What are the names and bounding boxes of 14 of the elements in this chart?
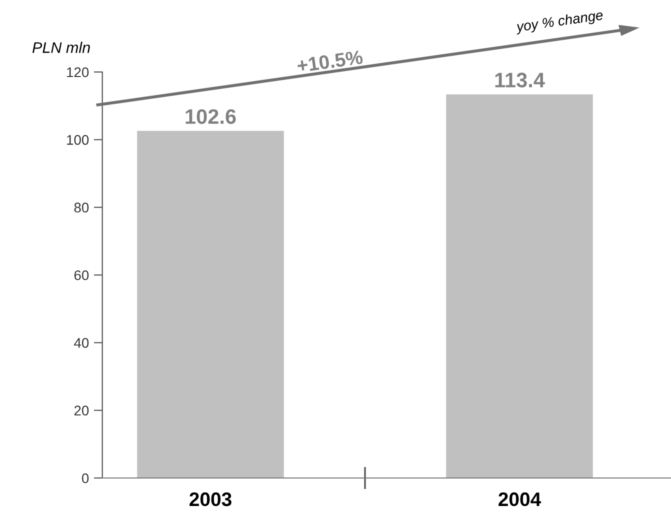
x-tick-label: 2004	[498, 492, 542, 506]
y-tick-label: 40	[74, 338, 89, 348]
y-tick-label: 0	[82, 473, 89, 484]
y-tick-label: 60	[74, 270, 89, 280]
data-label: 113.4	[495, 72, 545, 88]
y-axis-title: PLN mln	[32, 42, 90, 53]
y-tick-label: 120	[67, 67, 89, 78]
y-tick-label: 100	[67, 135, 89, 145]
text: +10.5%	[296, 50, 364, 73]
text: yoy % change	[515, 10, 604, 35]
y-tick-label: 20	[74, 406, 89, 416]
data-label: 102.6	[186, 109, 236, 124]
x-tick-label: 2003	[190, 492, 232, 506]
y-tick-label: 80	[74, 202, 89, 213]
